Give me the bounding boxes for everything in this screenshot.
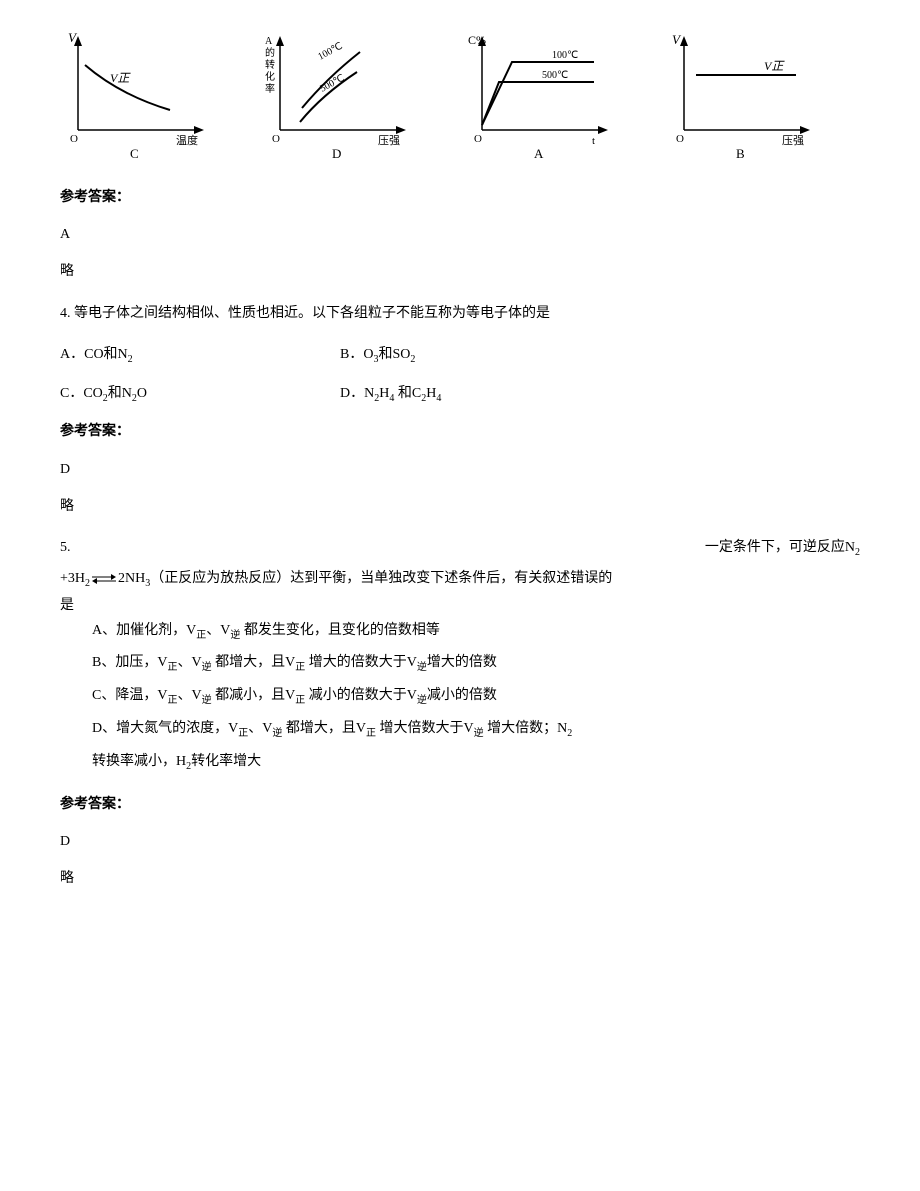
chart-d-ylabel-1: A — [265, 36, 273, 47]
question-4-options-row-2: C．CO2和N2O D．N2H4 和C2H4 — [60, 381, 860, 408]
chart-b-xlabel: 压强 — [782, 134, 804, 147]
answer-4-value: D — [60, 457, 860, 482]
q5-right-sub: 2 — [855, 547, 860, 558]
q5-optd-l2-post: 转化率增大 — [191, 754, 261, 769]
chart-a-ylabel: C% — [468, 33, 486, 47]
chart-a-upper-label: 100℃ — [552, 50, 578, 61]
chart-a-svg: C% 100℃ 500℃ O t A — [464, 30, 634, 165]
q5-optd-sub: 2 — [567, 728, 572, 739]
chart-a-panel-label: A — [534, 146, 544, 161]
question-5-option-a: A、加催化剂，V正、V逆 都发生变化，且变化的倍数相等 — [92, 618, 860, 645]
q4-optd-mid3: H — [426, 386, 436, 401]
question-4-stem: 4. 等电子体之间结构相似、性质也相近。以下各组粒子不能互称为等电子体的是 — [60, 301, 860, 326]
answer-5-value: D — [60, 829, 860, 854]
chart-d-upper-label: 100℃ — [316, 41, 344, 63]
question-5-stem-row1: 5. 一定条件下，可逆反应N2 — [60, 535, 860, 562]
chart-b: V V正 O 压强 B — [666, 30, 860, 165]
chart-d-ylabel-4: 化 — [265, 70, 275, 83]
chart-b-curve-label: V正 — [764, 59, 785, 73]
chart-c-origin: O — [70, 133, 78, 145]
q5-line2-mid: 2NH — [118, 571, 145, 586]
q5-line2-post: （正反应为放热反应）达到平衡，当单独改变下述条件后，有关叙述错误的 — [150, 571, 612, 586]
chart-d: A 的 转 化 率 100℃ 500℃ O 压强 D — [262, 30, 456, 165]
q4-optc-post: O — [137, 386, 147, 401]
question-4-option-b: B．O3和SO2 — [340, 342, 860, 369]
q4-optc-pre: C．CO — [60, 386, 103, 401]
chart-a-lower-label: 500℃ — [542, 70, 568, 81]
chart-a-xlabel: t — [592, 135, 595, 147]
chart-b-panel-label: B — [736, 146, 745, 161]
question-4-option-c: C．CO2和N2O — [60, 381, 340, 408]
q4-optb-mid: 和SO — [378, 347, 410, 362]
chart-c-xlabel: 温度 — [176, 133, 198, 147]
question-5-option-d-line2: 转换率减小，H2转化率增大 — [92, 749, 860, 776]
chart-b-origin: O — [676, 133, 684, 145]
question-5-option-b: B、加压，V正、V逆 都增大，且V正 增大的倍数大于V逆增大的倍数 — [92, 650, 860, 677]
q5-optd-l2-pre: 转换率减小，H — [92, 754, 186, 769]
chart-a-origin: O — [474, 133, 482, 145]
q4-opta-pre: A．CO和N — [60, 347, 128, 362]
answer-5-heading: 参考答案： — [60, 792, 860, 817]
question-4-options-row-1: A．CO和N2 B．O3和SO2 — [60, 342, 860, 369]
question-5-stem-row2: +3H22NH3（正反应为放热反应）达到平衡，当单独改变下述条件后，有关叙述错误… — [60, 566, 860, 593]
question-5-option-c: C、降温，V正、V逆 都减小，且V正 减小的倍数大于V逆减小的倍数 — [92, 683, 860, 710]
q4-optb-pre: B．O — [340, 347, 373, 362]
q5-optc-text: C、降温，V正、V逆 都减小，且V正 减小的倍数大于V逆减小的倍数 — [92, 688, 497, 703]
chart-d-xlabel: 压强 — [378, 134, 400, 147]
chart-b-svg: V V正 O 压强 B — [666, 30, 836, 165]
chart-a: C% 100℃ 500℃ O t A — [464, 30, 658, 165]
q5-optd-text-1: D、增大氮气的浓度，V正、V逆 都增大，且V正 增大倍数大于V逆 增大倍数；N2 — [92, 721, 572, 736]
chart-d-ylabel-3: 转 — [265, 58, 275, 71]
chart-c-curve-label: V正 — [110, 71, 131, 85]
chart-d-panel-label: D — [332, 146, 341, 161]
chart-d-ylabel-5: 率 — [265, 82, 275, 95]
question-5-number: 5. — [60, 535, 84, 562]
equilibrium-arrows-icon — [90, 566, 118, 591]
answer-3-value: A — [60, 222, 860, 247]
question-5-stem-row3: 是 — [60, 593, 860, 618]
chart-d-ylabel-2: 的 — [265, 46, 275, 59]
q4-optd-mid2: 和C — [394, 386, 421, 401]
q4-optd-sub4: 4 — [436, 392, 441, 403]
q4-optb-sub2: 2 — [410, 354, 415, 365]
chart-c-panel-label: C — [130, 146, 139, 161]
answer-4-note: 略 — [60, 494, 860, 519]
answer-4-heading: 参考答案： — [60, 419, 860, 444]
answer-3-heading: 参考答案： — [60, 185, 860, 210]
q5-opta-text: A、加催化剂，V正、V逆 都发生变化，且变化的倍数相等 — [92, 623, 440, 638]
question-5-right-text: 一定条件下，可逆反应N2 — [705, 535, 860, 562]
q5-optb-text: B、加压，V正、V逆 都增大，且V正 增大的倍数大于V逆增大的倍数 — [92, 655, 497, 670]
question-5-options: A、加催化剂，V正、V逆 都发生变化，且变化的倍数相等 B、加压，V正、V逆 都… — [92, 618, 860, 776]
q4-optd-pre: D．N — [340, 386, 374, 401]
q4-opta-sub: 2 — [128, 354, 133, 365]
question-5-option-d-line1: D、增大氮气的浓度，V正、V逆 都增大，且V正 增大倍数大于V逆 增大倍数；N2 — [92, 716, 860, 743]
chart-d-origin: O — [272, 133, 280, 145]
chart-c-svg: V V正 O 温度 C — [60, 30, 230, 165]
chart-d-svg: A 的 转 化 率 100℃ 500℃ O 压强 D — [262, 30, 432, 165]
q5-line2-pre: +3H — [60, 571, 85, 586]
question-4-option-a: A．CO和N2 — [60, 342, 340, 369]
chart-c: V V正 O 温度 C — [60, 30, 254, 165]
q5-right-pre: 一定条件下，可逆反应N — [705, 540, 855, 555]
q4-optc-mid: 和N — [108, 386, 132, 401]
q4-optd-mid1: H — [379, 386, 389, 401]
charts-row: V V正 O 温度 C A 的 转 化 率 100℃ 500℃ O 压强 D — [60, 30, 860, 165]
question-4-option-d: D．N2H4 和C2H4 — [340, 381, 860, 408]
answer-5-note: 略 — [60, 866, 860, 891]
answer-3-note: 略 — [60, 259, 860, 284]
